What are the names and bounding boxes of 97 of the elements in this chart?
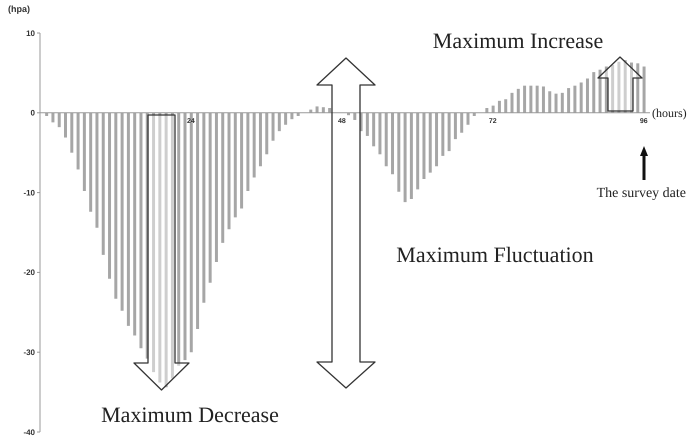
y-tick-label: 10 <box>26 28 36 38</box>
bar <box>404 112 407 202</box>
bar <box>328 108 332 113</box>
bar <box>523 86 526 113</box>
bar <box>378 112 382 154</box>
y-tick-label: -20 <box>23 268 36 278</box>
bar <box>630 62 633 113</box>
bar <box>366 112 369 136</box>
bar <box>221 112 224 243</box>
bar <box>64 112 68 138</box>
bar <box>246 112 250 192</box>
bar <box>240 112 244 209</box>
bar <box>82 112 86 192</box>
bar <box>139 112 142 348</box>
y-tick-label: -10 <box>23 188 36 198</box>
bar <box>435 112 438 166</box>
bar <box>466 112 470 125</box>
bar <box>284 112 288 125</box>
bar <box>164 112 168 388</box>
bar <box>454 112 457 140</box>
y-tick-label: 0 <box>30 108 36 118</box>
bar <box>516 88 520 113</box>
bar <box>397 112 400 192</box>
bar <box>272 112 275 141</box>
bar <box>234 112 237 218</box>
bar <box>391 112 394 174</box>
bar <box>448 112 451 152</box>
bar <box>567 88 570 113</box>
bar <box>95 112 98 228</box>
bar <box>102 112 105 255</box>
bar <box>573 86 576 113</box>
bar <box>133 112 136 336</box>
y-tick-label: -30 <box>23 348 36 358</box>
bar <box>108 112 112 279</box>
bar <box>70 112 74 153</box>
bar <box>51 112 54 122</box>
bar <box>636 63 640 113</box>
annotation: The survey date <box>596 186 686 201</box>
bar <box>604 66 608 113</box>
bar <box>460 112 464 133</box>
bar <box>510 92 514 113</box>
bar <box>441 112 444 156</box>
bar <box>492 106 495 113</box>
bar <box>504 99 508 113</box>
bar <box>624 60 627 113</box>
bar <box>265 112 268 154</box>
bar <box>485 108 488 113</box>
bar <box>428 112 432 173</box>
bar <box>316 106 319 113</box>
bar <box>252 112 256 178</box>
annotation: Maximum Increase <box>432 28 604 53</box>
bar <box>536 86 539 113</box>
annotation: Maximum Fluctuation <box>396 242 594 267</box>
bar <box>158 112 162 383</box>
bar <box>278 112 281 132</box>
annotation: Maximum Decrease <box>101 402 279 427</box>
bar <box>58 112 61 128</box>
bar <box>560 92 564 113</box>
bar <box>548 91 552 113</box>
bar <box>586 78 589 113</box>
bar <box>152 112 156 372</box>
bar <box>598 70 602 113</box>
bar <box>196 112 200 330</box>
bar <box>542 86 545 113</box>
y-tick-label: -40 <box>23 428 36 437</box>
bar <box>208 112 212 283</box>
bar <box>353 112 356 120</box>
bar <box>258 112 262 166</box>
bar <box>580 82 583 113</box>
bar <box>322 107 325 113</box>
y-axis-title: (hpa) <box>8 4 30 14</box>
bar <box>177 112 180 366</box>
bar <box>76 112 80 170</box>
x-axis-title: (hours) <box>652 106 687 120</box>
bar <box>214 112 218 262</box>
bar <box>611 64 614 113</box>
bar <box>422 112 426 180</box>
bar <box>146 112 149 359</box>
bar <box>89 112 92 212</box>
bar <box>170 112 174 379</box>
bar <box>642 66 646 113</box>
bar <box>183 112 186 360</box>
bar <box>114 112 118 299</box>
bar <box>554 94 558 113</box>
bar <box>592 72 596 113</box>
bar <box>372 112 376 146</box>
bar <box>228 112 231 230</box>
bar <box>126 112 130 326</box>
bar <box>202 112 206 303</box>
bar <box>617 62 620 113</box>
bar <box>498 100 501 113</box>
bar <box>529 86 532 113</box>
bar <box>384 112 388 166</box>
bar <box>410 112 413 199</box>
bar <box>309 110 312 113</box>
bar <box>416 112 420 190</box>
bar <box>120 112 124 311</box>
